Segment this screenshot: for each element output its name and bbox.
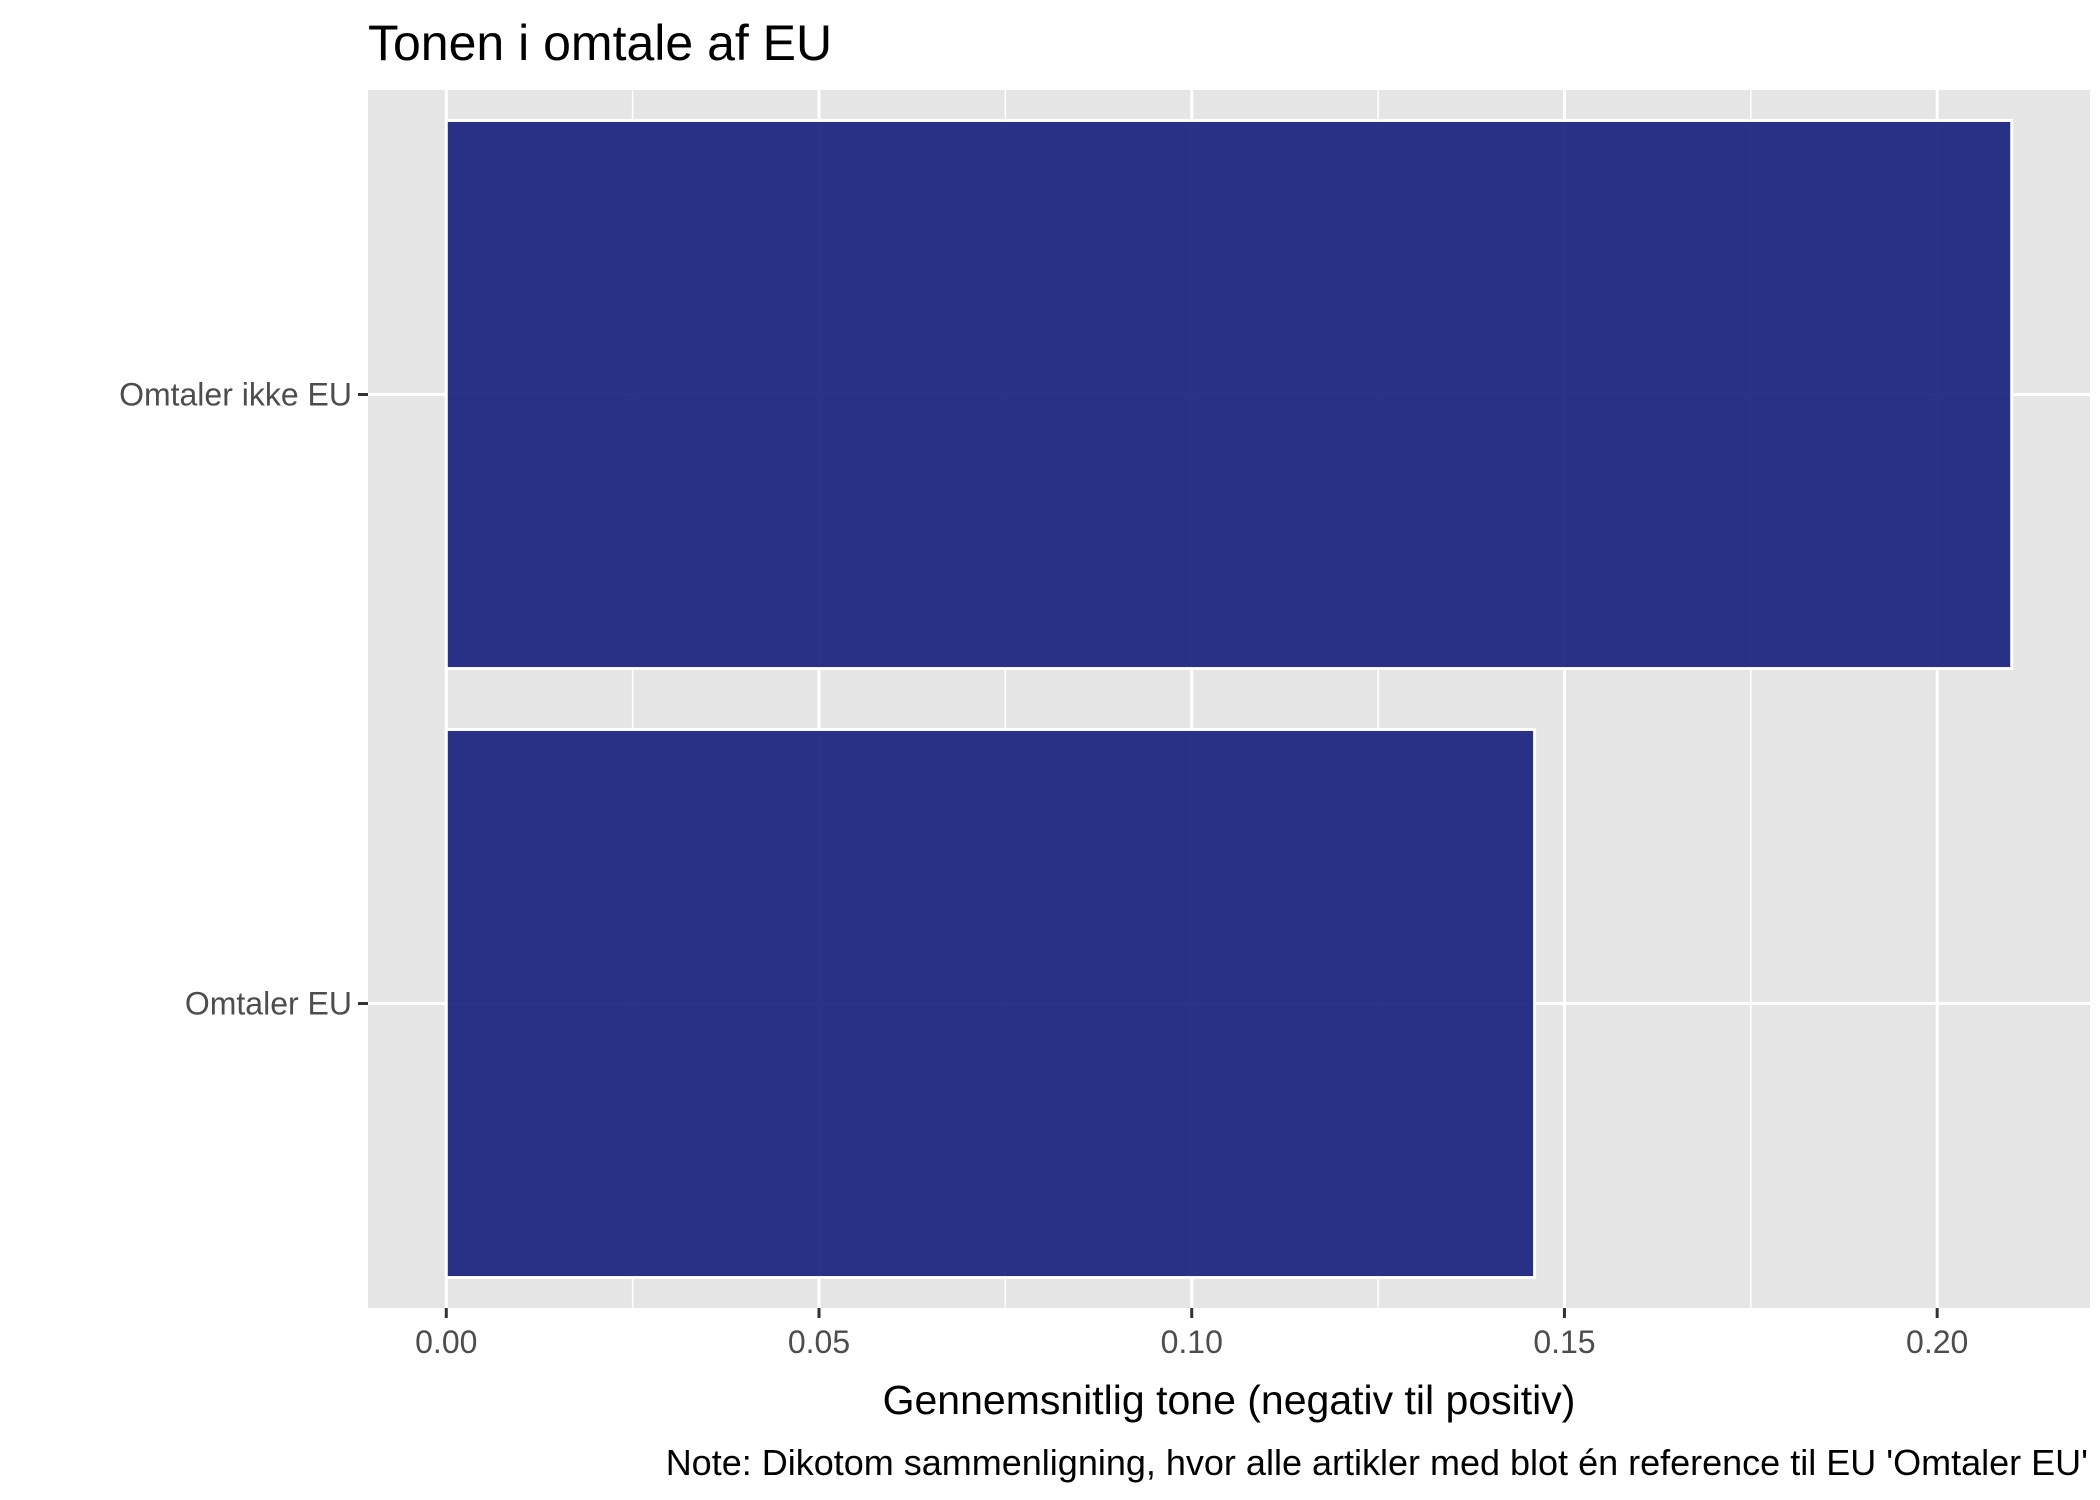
x-tick-label: 0.05 — [788, 1324, 850, 1360]
y-tick-label: Omtaler EU — [185, 986, 352, 1022]
chart-note: Note: Dikotom sammenligning, hvor alle a… — [666, 1442, 2088, 1483]
x-tick-label: 0.15 — [1533, 1324, 1595, 1360]
bar-omtaler-eu — [444, 727, 1537, 1280]
x-tick-label: 0.00 — [415, 1324, 477, 1360]
y-tick-label: Omtaler ikke EU — [119, 377, 352, 413]
x-tick-label: 0.10 — [1161, 1324, 1223, 1360]
x-tick-label: 0.20 — [1906, 1324, 1968, 1360]
chart-title: Tonen i omtale af EU — [368, 15, 832, 71]
bar-omtaler-ikke-eu — [444, 118, 2014, 671]
axes: Omtaler ikke EU Omtaler EU 0.00 0.05 0.10 0.1… — [119, 377, 1968, 1361]
bars — [444, 118, 2014, 1280]
x-axis-title: Gennemsnitlig tone (negativ til positiv) — [883, 1377, 1576, 1423]
